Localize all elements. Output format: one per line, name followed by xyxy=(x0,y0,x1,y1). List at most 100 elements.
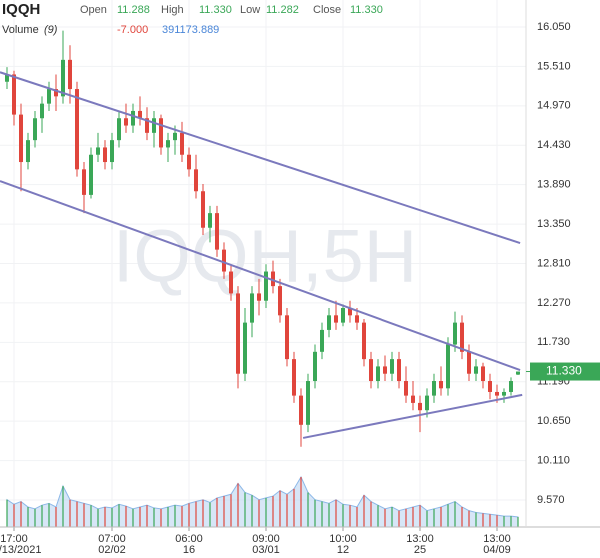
volume-bar xyxy=(6,499,8,527)
candle-body xyxy=(215,213,219,250)
candle-body xyxy=(250,293,254,323)
candle-body xyxy=(138,110,142,119)
volume-period: (9) xyxy=(44,24,58,36)
volume-bar xyxy=(237,483,239,527)
candle-body xyxy=(40,103,44,119)
candle-body xyxy=(264,271,268,301)
volume-bar xyxy=(251,495,253,527)
candle-body xyxy=(173,132,177,141)
volume-bar xyxy=(335,499,337,527)
candle-body xyxy=(243,322,247,374)
info-value: 11.288 xyxy=(117,4,150,16)
x-date-label: 02/02 xyxy=(98,544,126,556)
candle-body xyxy=(341,308,345,323)
candle-body xyxy=(369,359,373,382)
candle-body xyxy=(229,271,233,294)
volume-bar xyxy=(377,505,379,527)
volume-bar xyxy=(363,495,365,527)
volume-bar xyxy=(34,508,36,527)
x-date-label: 12 xyxy=(337,544,349,556)
info-value: 11.330 xyxy=(199,4,232,16)
candle-body xyxy=(26,140,30,163)
x-tick-label: 17:00 xyxy=(0,533,28,545)
candle-body xyxy=(467,351,471,374)
volume-pane xyxy=(6,475,519,528)
volume-bar xyxy=(384,508,386,527)
candle-body xyxy=(257,293,261,301)
y-tick-label: 12.270 xyxy=(537,297,571,309)
grid xyxy=(0,0,526,527)
candle-body xyxy=(390,359,394,374)
volume-bar xyxy=(83,503,85,527)
candle-body xyxy=(145,118,149,133)
volume-bar xyxy=(146,505,148,527)
candle-body xyxy=(383,366,387,374)
info-name: Open xyxy=(80,4,107,16)
candle-body xyxy=(439,381,443,389)
volume-bar xyxy=(426,510,428,527)
volume-bar xyxy=(447,504,449,527)
candle-body xyxy=(271,271,275,287)
volume-bar xyxy=(230,494,232,527)
candle-body xyxy=(411,395,415,403)
volume-bar xyxy=(279,490,281,527)
volume-bar xyxy=(48,503,50,527)
volume-bar xyxy=(195,501,197,527)
candle-body xyxy=(222,249,226,272)
volume-bar xyxy=(419,505,421,527)
volume-bar xyxy=(328,503,330,527)
volume-bar xyxy=(125,506,127,527)
candle-body xyxy=(418,402,422,411)
volume-bar xyxy=(370,501,372,527)
candle-body xyxy=(110,140,114,163)
plot xyxy=(0,30,523,447)
volume-bar xyxy=(454,501,456,527)
volume-bar xyxy=(461,507,463,527)
volume-bar xyxy=(174,505,176,527)
y-tick-label: 12.810 xyxy=(537,257,571,269)
symbol: IQQH xyxy=(2,1,40,18)
candle-body xyxy=(481,366,485,382)
volume-bar xyxy=(41,505,43,527)
candle-body xyxy=(117,118,121,141)
volume-bar xyxy=(489,514,491,527)
volume-bar xyxy=(265,497,267,527)
y-tick-label: 9.570 xyxy=(537,494,565,506)
volume-bar xyxy=(517,517,519,527)
candle-body xyxy=(376,366,380,382)
volume-bar xyxy=(482,513,484,527)
volume-bar xyxy=(475,512,477,527)
x-date-label: 03/01 xyxy=(252,544,280,556)
candle-body xyxy=(362,322,366,360)
y-tick-label: 14.970 xyxy=(537,100,571,112)
candle-body xyxy=(82,169,86,195)
candle-body xyxy=(446,344,450,389)
volume-bar xyxy=(167,507,169,527)
volume-bar xyxy=(118,504,120,527)
trendline xyxy=(302,393,523,439)
candle-body xyxy=(201,191,205,228)
y-tick-label: 16.050 xyxy=(537,21,571,33)
volume-bar xyxy=(258,499,260,527)
candle-body xyxy=(313,351,317,382)
volume-bar xyxy=(293,488,295,527)
volume-bar xyxy=(440,507,442,527)
candle-body xyxy=(348,308,352,316)
volume-bar xyxy=(391,507,393,527)
y-tick-label: 15.510 xyxy=(537,60,571,72)
x-date-label: 25 xyxy=(414,544,426,556)
info-name: Close xyxy=(313,4,341,16)
x-date-label: 04/09 xyxy=(483,544,511,556)
info-name: High xyxy=(161,4,184,16)
candle-body xyxy=(404,381,408,396)
y-tick-label: 11.730 xyxy=(537,336,570,348)
candle-body xyxy=(397,359,401,382)
volume-bar xyxy=(300,477,302,527)
volume-bar xyxy=(76,501,78,527)
volume-bar xyxy=(216,497,218,527)
candle-body xyxy=(89,154,93,195)
volume-bar xyxy=(412,507,414,527)
volume-bar xyxy=(349,505,351,527)
